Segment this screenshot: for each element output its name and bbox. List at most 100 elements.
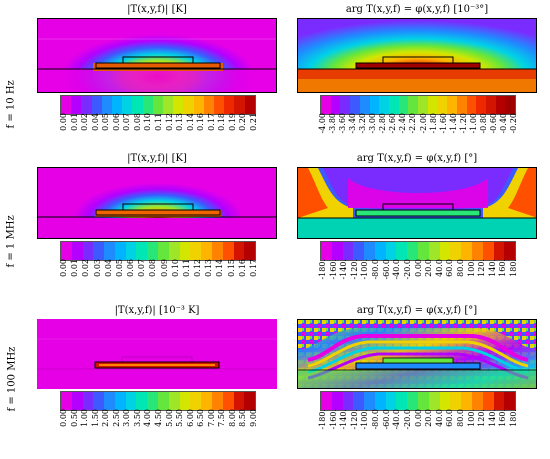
colorbar-tick-label: 0.19 bbox=[227, 113, 237, 131]
colorbar-tick-label: 20.0 bbox=[424, 409, 434, 427]
colorbar-tick-label: -160. bbox=[328, 259, 338, 280]
colorbar-tick-label: -0.40 bbox=[498, 113, 508, 134]
colorbar-tick-label: 2.50 bbox=[111, 409, 121, 427]
colorbar-tick-label: 0.13 bbox=[204, 259, 214, 277]
colorbar-tick-label: 0.10 bbox=[143, 113, 153, 131]
colorbar-tick-label: 0.16 bbox=[237, 259, 247, 277]
colorbar-tick-label: 180. bbox=[509, 409, 518, 427]
colorbar-tick-label: 4.50 bbox=[154, 409, 163, 427]
row-1-left-magnitude-plot bbox=[37, 18, 277, 93]
colorbar-tick-label: 120. bbox=[477, 259, 487, 277]
colorbar-tick-label: -1.00 bbox=[468, 113, 478, 134]
colorbar-tick-label: -80.0 bbox=[371, 409, 381, 430]
colorbar-tick-label: 0.03 bbox=[92, 259, 102, 277]
colorbar-tick-label: -60.0 bbox=[381, 259, 391, 280]
colorbar-tick-label: -3.60 bbox=[338, 113, 348, 134]
colorbar-tick-label: -100. bbox=[360, 409, 370, 430]
colorbar-tick-label: 0.00 bbox=[413, 409, 423, 427]
colorbar-tick-label: 40.0 bbox=[434, 409, 444, 427]
colorbar-tick-label: 0.07 bbox=[122, 113, 132, 131]
colorbar-tick-label: 3.50 bbox=[132, 409, 142, 427]
colorbar-tick-label: 7.00 bbox=[206, 409, 216, 427]
colorbar-tick-label: -1.20 bbox=[458, 113, 468, 134]
colorbar-tick-label: -1.60 bbox=[438, 113, 448, 134]
colorbar-tick-label: 0.04 bbox=[103, 259, 113, 277]
row-3-left-magnitude-plot bbox=[37, 319, 277, 389]
colorbar-tick-label: -60.0 bbox=[381, 409, 391, 430]
colorbar-tick-label: 2.00 bbox=[101, 409, 111, 427]
colorbar-tick-label: 0.02 bbox=[80, 113, 90, 131]
row-2-left-colorbar bbox=[60, 241, 256, 261]
colorbar-tick-label: -180. bbox=[318, 409, 327, 430]
colorbar-tick-label: 0.00 bbox=[59, 259, 68, 277]
colorbar-tick-label: 140. bbox=[487, 409, 497, 427]
colorbar-tick-label: 0.50 bbox=[69, 409, 79, 427]
colorbar-tick-label: -4.00 bbox=[318, 113, 327, 134]
colorbar-tick-label: 0.00 bbox=[413, 259, 423, 277]
row-1-left-colorbar bbox=[60, 95, 256, 115]
row-1-left-title: |T(x,y,f)| [K] bbox=[127, 4, 187, 15]
colorbar-tick-label: 9.00 bbox=[249, 409, 258, 427]
colorbar-tick-label: -180. bbox=[318, 259, 327, 280]
row-3-frequency-label: f = 100 MHz bbox=[6, 346, 18, 412]
colorbar-tick-label: 0.08 bbox=[148, 259, 158, 277]
colorbar-tick-label: 0.14 bbox=[185, 113, 195, 131]
row-1-frequency-label: f = 10 Hz bbox=[5, 80, 17, 129]
colorbar-tick-label: 0.04 bbox=[90, 113, 100, 131]
colorbar-tick-label: 6.00 bbox=[185, 409, 195, 427]
colorbar-tick-label: -140. bbox=[339, 409, 349, 430]
colorbar-tick-label: -0.80 bbox=[478, 113, 488, 134]
colorbar-tick-label: 0.20 bbox=[238, 113, 248, 131]
row-3-right-colorbar bbox=[320, 391, 516, 411]
row-2-left-magnitude-plot bbox=[37, 167, 277, 239]
colorbar-tick-label: 160. bbox=[498, 409, 508, 427]
colorbar-tick-label: -80.0 bbox=[371, 259, 381, 280]
colorbar-tick-label: -2.60 bbox=[388, 113, 398, 134]
colorbar-tick-label: -3.20 bbox=[358, 113, 368, 134]
colorbar-tick-label: 0.13 bbox=[175, 113, 185, 131]
row-3-right-phase-plot bbox=[297, 319, 537, 389]
row-3-right-title: arg T(x,y,f) = φ(x,y,f) [°] bbox=[356, 305, 478, 316]
row-2-right-phase-plot bbox=[297, 167, 537, 239]
colorbar-tick-label: -1.40 bbox=[448, 113, 458, 134]
colorbar-tick-label: 180. bbox=[509, 259, 518, 277]
colorbar-tick-label: 40.0 bbox=[434, 259, 444, 277]
row-3-left-title: |T(x,y,f)| [10⁻³ K] bbox=[114, 305, 200, 316]
colorbar-tick-label: -140. bbox=[339, 259, 349, 280]
colorbar-tick-label: -20.0 bbox=[402, 409, 412, 430]
colorbar-tick-label: 20.0 bbox=[424, 259, 434, 277]
colorbar-tick-label: 60.0 bbox=[445, 409, 455, 427]
colorbar-tick-label: 5.50 bbox=[175, 409, 185, 427]
colorbar-tick-label: -40.0 bbox=[392, 409, 402, 430]
row-3-left-colorbar bbox=[60, 391, 256, 411]
colorbar-tick-label: -2.80 bbox=[378, 113, 388, 134]
colorbar-tick-label: 0.21 bbox=[249, 113, 258, 131]
colorbar-tick-label: 0.01 bbox=[70, 259, 80, 277]
colorbar-tick-label: 1.00 bbox=[80, 409, 90, 427]
colorbar-tick-label: 0.17 bbox=[206, 113, 216, 131]
colorbar-tick-label: 0.10 bbox=[170, 259, 180, 277]
colorbar-tick-label: 8.00 bbox=[227, 409, 237, 427]
colorbar-tick-label: 0.00 bbox=[59, 409, 68, 427]
colorbar-tick-label: 0.12 bbox=[193, 259, 203, 277]
colorbar-tick-label: 0.15 bbox=[226, 259, 236, 277]
colorbar-tick-label: -2.40 bbox=[398, 113, 408, 134]
row-2-right-title: arg T(x,y,f) = φ(x,y,f) [°] bbox=[356, 153, 478, 164]
row-2-frequency-label: f = 1 MHz bbox=[5, 215, 17, 268]
colorbar-tick-label: 3.00 bbox=[122, 409, 132, 427]
colorbar-tick-label: -20.0 bbox=[402, 259, 412, 280]
row-2-left-title: |T(x,y,f)| [K] bbox=[127, 153, 187, 164]
colorbar-tick-label: -2.00 bbox=[418, 113, 428, 134]
colorbar-tick-label: 120. bbox=[477, 409, 487, 427]
colorbar-tick-label: 0.01 bbox=[69, 113, 79, 131]
colorbar-tick-label: 8.50 bbox=[238, 409, 248, 427]
colorbar-tick-label: 0.16 bbox=[196, 113, 206, 131]
row-1-right-colorbar bbox=[320, 95, 516, 115]
colorbar-tick-label: 0.06 bbox=[111, 113, 121, 131]
colorbar-tick-label: -40.0 bbox=[392, 259, 402, 280]
colorbar-tick-label: 0.07 bbox=[137, 259, 147, 277]
colorbar-tick-label: -120. bbox=[349, 259, 359, 280]
colorbar-tick-label: 100. bbox=[466, 259, 476, 277]
colorbar-tick-label: 140. bbox=[487, 259, 497, 277]
colorbar-tick-label: 7.50 bbox=[217, 409, 227, 427]
